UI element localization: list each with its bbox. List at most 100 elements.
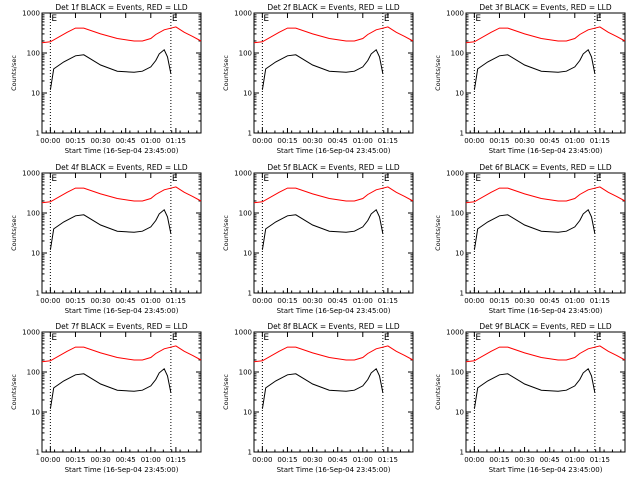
event-marker-label: E <box>596 333 602 343</box>
y-axis-label: Counts/sec <box>10 55 18 91</box>
panel-title: Det 2f BLACK = Events, RED = LLD <box>267 3 400 12</box>
y-tick-label: 1000 <box>446 329 464 337</box>
y-tick-label: 100 <box>27 369 40 377</box>
x-tick-label: 00:15 <box>65 456 85 464</box>
x-tick-label: 00:15 <box>489 456 509 464</box>
lld-series-line <box>41 345 202 363</box>
event-marker-label: E <box>475 174 481 184</box>
panel-9: Det 9f BLACK = Events, RED = LLD Start Ti… <box>434 322 626 474</box>
x-tick-label: 00:45 <box>540 456 560 464</box>
panel-3: Det 3f BLACK = Events, RED = LLD Start Ti… <box>434 3 626 155</box>
event-marker-label: E <box>172 333 178 343</box>
y-tick-label: 1000 <box>446 170 464 178</box>
x-tick-label: 00:15 <box>489 137 509 145</box>
lld-series-line <box>41 186 202 204</box>
events-series-line <box>473 49 596 90</box>
y-tick-label: 10 <box>243 409 252 417</box>
event-marker-label: E <box>172 174 178 184</box>
y-tick-label: 1000 <box>22 329 40 337</box>
x-tick-label: 00:30 <box>514 137 534 145</box>
event-marker-label: E <box>384 174 390 184</box>
panel-title: Det 7f BLACK = Events, RED = LLD <box>55 322 188 331</box>
event-marker-label: E <box>596 14 602 24</box>
x-tick-label: 00:15 <box>277 456 297 464</box>
event-marker-label: E <box>384 333 390 343</box>
event-marker-label: E <box>475 14 481 24</box>
y-tick-label: 1000 <box>446 10 464 18</box>
y-tick-label: 10 <box>31 90 40 98</box>
event-marker-label: E <box>596 174 602 184</box>
x-tick-label: 00:00 <box>464 137 484 145</box>
y-tick-label: 100 <box>451 369 464 377</box>
panel-7: Det 7f BLACK = Events, RED = LLD Start Ti… <box>10 322 202 474</box>
x-tick-label: 01:00 <box>353 137 373 145</box>
x-tick-label: 00:15 <box>277 297 297 305</box>
y-tick-label: 100 <box>451 210 464 218</box>
plot-frame <box>465 172 626 294</box>
y-tick-label: 10 <box>31 409 40 417</box>
plot-frame <box>253 331 414 453</box>
plot-frame <box>253 12 414 134</box>
x-tick-label: 00:45 <box>540 137 560 145</box>
events-series-line <box>473 209 596 250</box>
x-axis-label: Start Time (16-Sep-04 23:45:00) <box>489 147 603 155</box>
x-tick-label: 00:00 <box>252 456 272 464</box>
x-tick-label: 00:00 <box>252 137 272 145</box>
x-tick-label: 01:15 <box>378 137 398 145</box>
y-tick-label: 10 <box>243 250 252 258</box>
plot-frame <box>465 12 626 134</box>
y-axis-label: Counts/sec <box>10 215 18 251</box>
y-tick-label: 10 <box>455 250 464 258</box>
y-tick-label: 100 <box>239 50 252 58</box>
y-tick-label: 1000 <box>234 329 252 337</box>
x-tick-label: 01:15 <box>166 456 186 464</box>
y-tick-label: 1000 <box>234 10 252 18</box>
x-tick-label: 01:15 <box>590 456 610 464</box>
panel-1: Det 1f BLACK = Events, RED = LLD Start Ti… <box>10 3 202 155</box>
panel-8: Det 8f BLACK = Events, RED = LLD Start Ti… <box>222 322 414 474</box>
y-tick-label: 100 <box>239 369 252 377</box>
x-tick-label: 00:00 <box>40 297 60 305</box>
y-tick-label: 10 <box>243 90 252 98</box>
y-axis-label: Counts/sec <box>222 374 230 410</box>
y-tick-label: 1 <box>248 449 252 457</box>
plot-frame <box>253 172 414 294</box>
y-tick-label: 100 <box>451 50 464 58</box>
x-tick-label: 00:30 <box>302 297 322 305</box>
event-marker-label: E <box>384 14 390 24</box>
x-tick-label: 00:45 <box>328 137 348 145</box>
lld-series-line <box>465 345 626 363</box>
panel-title: Det 6f BLACK = Events, RED = LLD <box>479 163 612 172</box>
lld-series-line <box>465 186 626 204</box>
x-tick-label: 00:45 <box>116 137 136 145</box>
y-axis-label: Counts/sec <box>10 374 18 410</box>
x-tick-label: 01:00 <box>141 137 161 145</box>
x-tick-label: 01:00 <box>353 297 373 305</box>
plot-frame <box>465 331 626 453</box>
panel-title: Det 4f BLACK = Events, RED = LLD <box>55 163 188 172</box>
x-tick-label: 00:45 <box>116 456 136 464</box>
x-tick-label: 00:00 <box>40 137 60 145</box>
panel-title: Det 1f BLACK = Events, RED = LLD <box>55 3 188 12</box>
y-tick-label: 1 <box>460 130 464 138</box>
x-axis-label: Start Time (16-Sep-04 23:45:00) <box>489 307 603 315</box>
x-axis-label: Start Time (16-Sep-04 23:45:00) <box>65 147 179 155</box>
y-tick-label: 1 <box>36 449 40 457</box>
event-marker-label: E <box>475 333 481 343</box>
x-tick-label: 00:30 <box>302 137 322 145</box>
plot-frame <box>41 331 202 453</box>
plot-frame <box>41 172 202 294</box>
x-tick-label: 01:15 <box>590 137 610 145</box>
x-tick-label: 00:30 <box>90 456 110 464</box>
events-series-line <box>473 368 596 409</box>
y-axis-label: Counts/sec <box>434 374 442 410</box>
y-tick-label: 1 <box>36 130 40 138</box>
x-tick-label: 00:15 <box>65 137 85 145</box>
x-tick-label: 01:15 <box>166 297 186 305</box>
y-tick-label: 10 <box>455 409 464 417</box>
x-tick-label: 00:45 <box>328 297 348 305</box>
y-tick-label: 1000 <box>234 170 252 178</box>
y-tick-label: 10 <box>31 250 40 258</box>
x-axis-label: Start Time (16-Sep-04 23:45:00) <box>65 466 179 474</box>
